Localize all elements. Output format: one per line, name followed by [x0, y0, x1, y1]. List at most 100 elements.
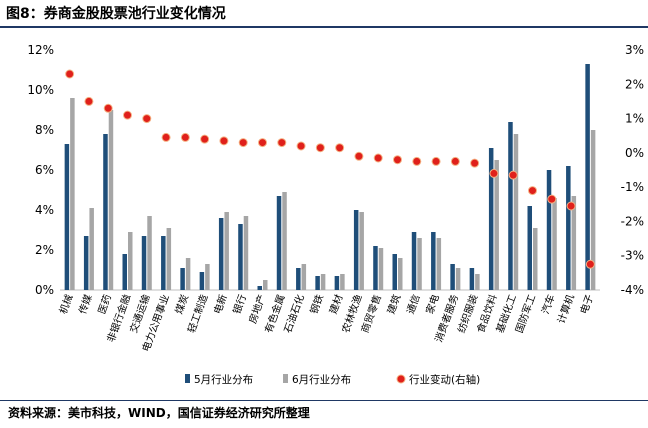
- category-label: 钢铁: [307, 293, 326, 316]
- chart: 0% 2% 4% 6% 8% 10% 12% -4% -3% -2% -1% 0% 1% 2% 3% 机械…: [27, 43, 644, 386]
- category-label: 传媒: [77, 293, 95, 316]
- change-dot-21: [470, 158, 480, 168]
- bar-june-2: [108, 110, 114, 290]
- left-axis-tick-label: 10%: [27, 83, 54, 97]
- legend-label-june: 6月行业分布: [292, 373, 351, 386]
- change-dot-13: [315, 143, 325, 153]
- bar-may-4: [141, 236, 147, 290]
- category-label: 电新: [211, 293, 230, 316]
- change-dot-4: [142, 114, 152, 124]
- bar-june-12: [301, 264, 307, 290]
- bar-may-3: [122, 254, 127, 290]
- bar-may-27: [585, 64, 590, 290]
- change-dot-1: [84, 96, 94, 106]
- bar-june-8: [224, 212, 229, 290]
- left-axis: 0% 2% 4% 6% 8% 10% 12%: [27, 43, 54, 297]
- bar-june-1: [89, 208, 94, 290]
- change-dot-25: [547, 194, 557, 204]
- legend: 5月行业分布 6月行业分布 行业变动(右轴): [185, 373, 480, 386]
- change-dot-11: [277, 138, 287, 148]
- right-axis-tick-label: 3%: [625, 43, 644, 57]
- bar-june-19: [436, 238, 442, 290]
- series-may-bars: [64, 64, 590, 290]
- category-label: 医药: [96, 293, 114, 316]
- bar-june-23: [513, 134, 519, 290]
- bar-june-7: [205, 264, 210, 290]
- change-dot-15: [354, 151, 364, 161]
- change-dot-7: [200, 134, 210, 144]
- bar-may-1: [83, 236, 89, 290]
- change-dot-9: [238, 138, 248, 148]
- change-dot-20: [450, 156, 460, 166]
- bar-may-18: [411, 232, 417, 290]
- category-label: 计算机: [554, 293, 576, 326]
- bar-june-17: [398, 258, 403, 290]
- bar-june-10: [263, 280, 268, 290]
- bar-may-20: [450, 264, 455, 290]
- bar-may-9: [238, 224, 243, 290]
- bar-may-26: [566, 166, 571, 290]
- bar-may-15: [353, 210, 359, 290]
- category-label: 电子: [577, 293, 596, 316]
- source-note: 资料来源：美市科技，WIND，国信证券经济研究所整理: [8, 406, 310, 420]
- right-axis-tick-label: 0%: [625, 146, 644, 160]
- bar-may-17: [392, 254, 397, 290]
- bar-june-13: [320, 274, 326, 290]
- legend-label-may: 5月行业分布: [194, 373, 253, 386]
- legend-swatch-may: [185, 374, 190, 383]
- bar-june-27: [590, 130, 596, 290]
- bar-may-11: [276, 196, 282, 290]
- bar-june-24: [533, 228, 538, 290]
- bar-june-18: [417, 238, 422, 290]
- right-axis-tick-label: -3%: [621, 249, 644, 263]
- right-axis-tick-label: -1%: [621, 180, 644, 194]
- bar-may-23: [508, 122, 513, 290]
- right-axis-tick-label: -4%: [621, 283, 644, 297]
- title-rule: [0, 26, 648, 28]
- bar-june-14: [340, 274, 345, 290]
- category-label: 机械: [56, 293, 75, 316]
- change-dot-17: [393, 155, 402, 165]
- bar-may-16: [373, 246, 378, 290]
- bar-may-14: [334, 276, 340, 290]
- change-dot-22: [489, 168, 499, 178]
- change-dot-10: [258, 138, 267, 148]
- bar-june-15: [359, 212, 364, 290]
- legend-swatch-june: [283, 374, 288, 383]
- change-dot-5: [161, 132, 171, 142]
- category-label: 银行: [230, 293, 249, 316]
- bar-may-2: [103, 134, 108, 290]
- bar-may-5: [161, 236, 166, 290]
- change-dot-12: [296, 141, 306, 151]
- left-axis-tick-label: 8%: [35, 123, 54, 137]
- series-change-dots: [65, 69, 595, 269]
- legend-swatch-change: [396, 374, 406, 384]
- category-label: 建材: [326, 293, 345, 316]
- left-axis-tick-label: 6%: [35, 163, 54, 177]
- bar-june-22: [494, 160, 499, 290]
- bar-june-0: [70, 98, 75, 290]
- bar-june-25: [552, 198, 557, 290]
- bar-may-0: [64, 144, 70, 290]
- right-axis-tick-label: 1%: [625, 112, 644, 126]
- category-label: 汽车: [539, 293, 558, 316]
- change-dot-27: [585, 259, 595, 269]
- change-dot-14: [335, 143, 345, 153]
- bar-may-7: [199, 272, 205, 290]
- category-label: 煤炭: [172, 293, 191, 316]
- left-axis-tick-label: 0%: [35, 283, 54, 297]
- bar-june-9: [243, 216, 249, 290]
- bar-june-16: [378, 248, 384, 290]
- change-dot-19: [431, 156, 441, 166]
- bar-june-20: [455, 268, 461, 290]
- bar-may-24: [527, 206, 532, 290]
- bar-may-21: [469, 268, 475, 290]
- bar-june-11: [282, 192, 287, 290]
- bar-june-26: [571, 196, 577, 290]
- bar-june-3: [128, 232, 133, 290]
- category-label: 房地产: [246, 293, 268, 326]
- right-axis-tick-label: -2%: [621, 214, 644, 228]
- right-axis-tick-label: 2%: [625, 77, 644, 91]
- source-rule: [0, 400, 648, 401]
- bar-may-6: [180, 268, 185, 290]
